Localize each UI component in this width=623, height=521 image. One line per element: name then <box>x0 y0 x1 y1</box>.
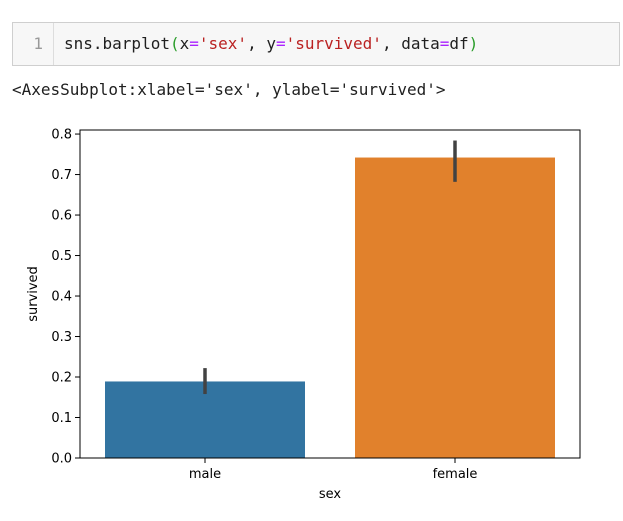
code-open-paren: ( <box>169 34 180 53</box>
output-text: <AxesSubplot:xlabel='sex', ylabel='survi… <box>12 80 446 99</box>
code-equals-data: = <box>439 34 450 53</box>
x-axis-label: sex <box>319 487 342 502</box>
line-number: 1 <box>13 23 54 65</box>
code-arg-data: data <box>401 34 440 53</box>
axes-frame <box>79 129 581 459</box>
y-tick-label: 0.0 <box>51 452 72 467</box>
code-arg-y: y <box>266 34 276 53</box>
x-tick-label-male: male <box>189 467 221 482</box>
y-tick-label: 0.3 <box>51 330 72 345</box>
code-value-df: df <box>449 34 469 53</box>
bar-male <box>105 381 305 458</box>
y-tick-label: 0.8 <box>51 128 72 143</box>
y-tick-label: 0.2 <box>51 371 72 386</box>
code-equals-x: = <box>189 34 199 53</box>
code-equals-y: = <box>275 34 286 53</box>
y-tick-label: 0.1 <box>51 411 72 426</box>
code-separator-1: , <box>247 34 267 53</box>
chart-plot-area: male female 0.0 0.1 0.2 0.3 0.4 0.5 0.6 0.7 0.8 sex… <box>26 128 581 502</box>
code-separator-2: , <box>381 34 402 53</box>
code-call: sns.barplot <box>64 34 170 53</box>
y-tick-label: 0.5 <box>51 249 72 264</box>
code-cell[interactable]: 1 sns.barplot(x='sex', y='survived', dat… <box>12 22 620 66</box>
code-line[interactable]: sns.barplot(x='sex', y='survived', data=… <box>64 23 478 65</box>
x-tick-label-female: female <box>433 467 478 482</box>
code-string-survived: 'survived' <box>285 34 382 53</box>
code-close-paren: ) <box>468 34 479 53</box>
y-tick-label: 0.7 <box>51 168 72 183</box>
code-arg-x: x <box>179 34 190 53</box>
y-tick-label: 0.6 <box>51 209 72 224</box>
y-tick-label: 0.4 <box>51 290 72 305</box>
bar-female <box>355 157 555 458</box>
code-string-sex: 'sex' <box>198 34 248 53</box>
y-axis-label: survived <box>26 266 41 322</box>
